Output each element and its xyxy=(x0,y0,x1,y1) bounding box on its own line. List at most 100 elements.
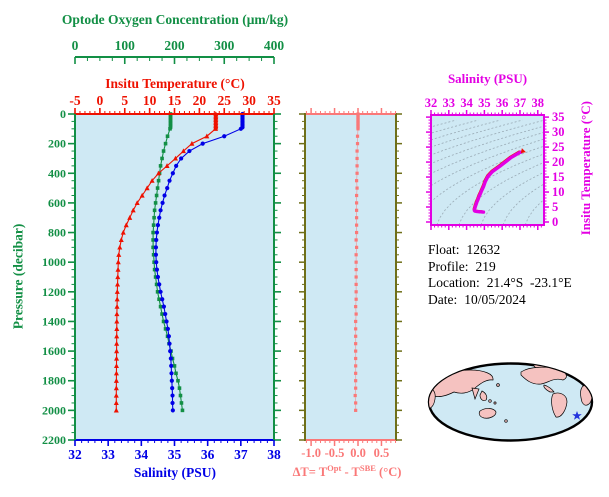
plot-mark xyxy=(165,334,170,339)
plot-mark xyxy=(238,126,243,131)
ts-panel-area xyxy=(431,115,544,225)
tick-label: 200 xyxy=(48,137,66,151)
plot-mark xyxy=(354,305,358,309)
plot-mark xyxy=(154,193,159,198)
salinity-curve xyxy=(153,111,245,413)
plot-mark xyxy=(356,118,360,122)
plot-mark xyxy=(355,142,360,146)
plot-mark xyxy=(114,340,120,346)
tick-label: 37 xyxy=(514,96,527,110)
plot-mark xyxy=(354,312,358,316)
plot-mark xyxy=(162,193,167,198)
plot-mark xyxy=(115,114,217,411)
plot-mark xyxy=(168,112,173,116)
plot-mark xyxy=(114,303,120,309)
plot-mark xyxy=(354,253,358,257)
plot-mark xyxy=(200,141,205,146)
tick-label: 200 xyxy=(164,38,185,53)
ts-surface-marker xyxy=(520,148,526,154)
profile-number-line: Profile: 219 xyxy=(428,258,496,274)
plot-mark xyxy=(152,215,156,220)
tick-label: 1400 xyxy=(42,314,66,328)
landmass-australia xyxy=(478,408,497,419)
tick-label: 25 xyxy=(552,140,565,154)
plot-mark xyxy=(154,230,160,235)
tick-label: 0 xyxy=(552,215,558,229)
plot-mark xyxy=(151,245,155,250)
plot-mark xyxy=(189,140,195,146)
plot-mark xyxy=(356,127,360,131)
plot-mark xyxy=(240,114,245,120)
tick-label: -1.0 xyxy=(301,446,321,460)
plot-mark xyxy=(356,113,360,118)
plot-mark xyxy=(115,259,121,265)
plot-mark xyxy=(356,124,360,128)
tick-label: 600 xyxy=(48,196,66,210)
tick-label: 35 xyxy=(168,447,182,462)
plot-mark xyxy=(240,125,245,130)
tick-label: 35 xyxy=(552,110,565,124)
tick-label: 0 xyxy=(60,107,66,121)
plot-mark xyxy=(168,119,173,124)
plot-mark xyxy=(161,319,166,324)
plot-mark xyxy=(178,393,183,398)
world-map xyxy=(427,362,594,442)
plot-mark xyxy=(168,356,173,361)
plot-mark xyxy=(240,123,245,128)
plot-mark xyxy=(179,156,184,161)
plot-mark xyxy=(116,252,122,257)
plot-mark xyxy=(160,200,165,206)
plot-mark xyxy=(170,356,175,361)
plot-mark xyxy=(165,185,170,191)
plot-mark xyxy=(163,141,168,146)
plot-mark xyxy=(168,122,173,127)
tick-label: 15 xyxy=(552,170,565,184)
salinity-axis-title: Salinity (PSU) xyxy=(133,465,217,480)
plot-mark xyxy=(168,115,173,119)
plot-mark xyxy=(170,393,175,398)
tick-label: 100 xyxy=(115,38,136,53)
isopycnal-line xyxy=(431,125,544,165)
plot-mark xyxy=(354,356,358,361)
plot-mark xyxy=(354,334,358,338)
plot-mark xyxy=(164,163,170,168)
ts-curve-red-underlay xyxy=(472,150,520,212)
plot-mark xyxy=(240,113,245,118)
plot-mark xyxy=(354,371,358,375)
plot-mark xyxy=(163,327,168,331)
plot-mark xyxy=(156,178,161,183)
plot-mark xyxy=(157,282,162,287)
plot-mark xyxy=(213,112,219,118)
plot-mark xyxy=(114,326,120,331)
plot-mark xyxy=(158,164,163,168)
plot-mark xyxy=(354,179,359,183)
tick-label: 35 xyxy=(478,96,491,110)
plot-mark xyxy=(151,252,156,257)
plot-mark xyxy=(113,363,119,369)
plot-mark xyxy=(163,311,168,317)
plot-mark xyxy=(155,223,161,228)
plot-mark xyxy=(354,114,359,411)
plot-mark xyxy=(139,192,145,198)
plot-mark xyxy=(355,164,359,168)
plot-mark xyxy=(127,215,133,220)
plot-mark xyxy=(168,125,173,130)
plot-mark xyxy=(355,134,360,138)
oxygen-axis-title: Optode Oxygen Concentration (μm/kg) xyxy=(61,12,289,27)
plot-mark xyxy=(169,371,174,376)
plot-mark xyxy=(213,111,219,117)
plot-mark xyxy=(170,400,175,406)
plot-mark xyxy=(167,178,172,183)
landmass-india xyxy=(471,387,480,401)
tick-label: 35 xyxy=(267,93,281,108)
plot-mark xyxy=(114,348,120,354)
plot-mark xyxy=(213,118,219,124)
location-line: Location: 21.4°S -23.1°E xyxy=(428,275,572,290)
plot-mark xyxy=(354,379,358,383)
plot-mark xyxy=(204,133,210,139)
plot-mark xyxy=(179,401,184,405)
plot-mark xyxy=(354,297,358,301)
plot-mark xyxy=(144,185,150,191)
plot-mark xyxy=(167,341,172,346)
plot-mark xyxy=(151,223,156,227)
